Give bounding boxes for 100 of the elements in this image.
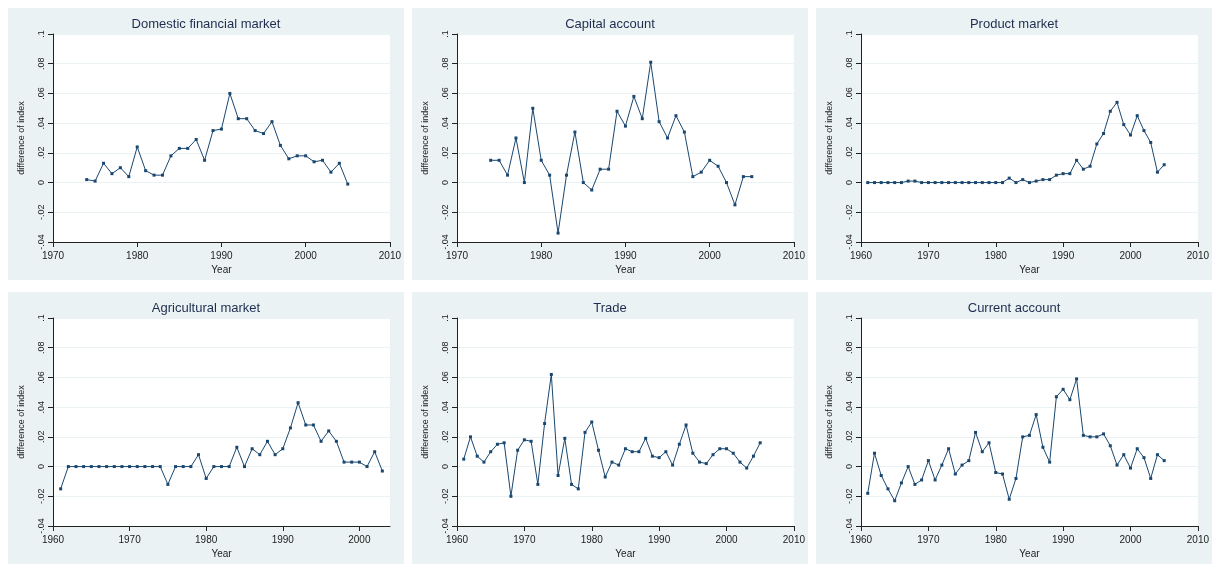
y-tick-label: -.02	[35, 204, 46, 221]
y-tick-label: .1	[843, 30, 854, 38]
x-tick-label: 1970	[917, 533, 940, 545]
point	[1034, 179, 1038, 183]
y-tick-label: .06	[843, 87, 854, 100]
point	[893, 499, 897, 503]
point	[1041, 445, 1045, 449]
y-tick-label: .02	[439, 146, 450, 160]
x-tick-label: 2010	[782, 249, 806, 261]
point	[319, 439, 323, 443]
point	[194, 137, 198, 141]
point	[886, 487, 890, 491]
x-tick-label: 1970	[118, 533, 142, 545]
point	[1048, 460, 1052, 464]
point	[380, 469, 384, 473]
x-axis-title: Year	[615, 548, 637, 560]
point	[731, 451, 735, 455]
point	[1142, 456, 1146, 460]
point	[1135, 447, 1139, 451]
point	[1061, 172, 1065, 176]
point	[590, 420, 594, 424]
point	[933, 478, 937, 482]
point	[128, 465, 132, 469]
x-axis-title: Year	[211, 548, 233, 560]
x-tick-label: 1990	[1052, 533, 1075, 545]
x-tick-label: 1990	[614, 249, 637, 261]
line-series	[866, 100, 1166, 185]
point	[718, 447, 722, 451]
point	[220, 465, 223, 469]
point	[312, 160, 316, 164]
x-axis-title: Year	[211, 264, 233, 276]
point	[186, 146, 190, 150]
point	[110, 172, 114, 176]
point	[751, 454, 755, 458]
point	[1155, 170, 1159, 174]
y-tick-label: .1	[439, 314, 450, 322]
point	[581, 181, 585, 185]
point	[158, 465, 162, 469]
point	[342, 460, 346, 464]
point	[270, 120, 274, 124]
point	[278, 143, 282, 147]
y-tick-label: -.04	[35, 518, 46, 534]
point	[691, 451, 695, 455]
point	[987, 181, 991, 185]
point	[143, 465, 147, 469]
point	[296, 401, 300, 405]
y-tick-label: -.02	[439, 488, 450, 505]
point	[1095, 142, 1099, 146]
point	[321, 158, 324, 162]
point	[906, 465, 910, 469]
point	[258, 453, 262, 457]
point	[940, 463, 944, 467]
y-tick-label: .06	[843, 371, 854, 384]
point	[1122, 123, 1126, 127]
point	[135, 145, 139, 149]
point	[228, 91, 232, 95]
point	[197, 453, 201, 457]
point	[980, 450, 984, 454]
point	[741, 175, 745, 179]
point	[980, 181, 984, 185]
y-tick-label: 0	[439, 180, 450, 186]
chart-title: Capital account	[565, 16, 656, 31]
point	[1048, 178, 1052, 182]
x-tick-label: 1980	[984, 249, 1008, 261]
point	[160, 173, 164, 177]
y-tick-label: .06	[439, 87, 450, 100]
point	[85, 178, 89, 182]
chart-title: Agricultural market	[151, 300, 261, 315]
y-axis-title: difference of index	[419, 384, 430, 459]
point	[1081, 167, 1085, 171]
point	[1088, 164, 1092, 168]
point	[373, 450, 377, 454]
point	[281, 447, 285, 451]
point	[596, 448, 600, 452]
point	[657, 456, 661, 460]
point	[644, 436, 648, 440]
point	[750, 175, 754, 179]
point	[357, 460, 361, 464]
point	[1034, 413, 1038, 417]
point	[926, 459, 930, 463]
point	[650, 454, 654, 458]
point	[1054, 173, 1058, 177]
point	[886, 181, 890, 185]
y-tick-label: .1	[35, 30, 46, 38]
y-tick-label: .08	[35, 57, 46, 70]
x-tick-label: 1980	[580, 533, 604, 545]
point	[346, 182, 350, 186]
point	[666, 136, 670, 140]
point	[1102, 132, 1106, 136]
y-tick-label: -.02	[439, 204, 450, 221]
point	[151, 465, 155, 469]
point	[93, 179, 97, 183]
point	[583, 430, 587, 434]
point	[59, 487, 63, 491]
point	[105, 465, 109, 469]
x-tick-label: 2000	[715, 533, 739, 545]
chart-title: Current account	[967, 300, 1061, 315]
point	[127, 175, 131, 179]
y-tick-label: .04	[439, 400, 450, 414]
point	[926, 181, 930, 185]
